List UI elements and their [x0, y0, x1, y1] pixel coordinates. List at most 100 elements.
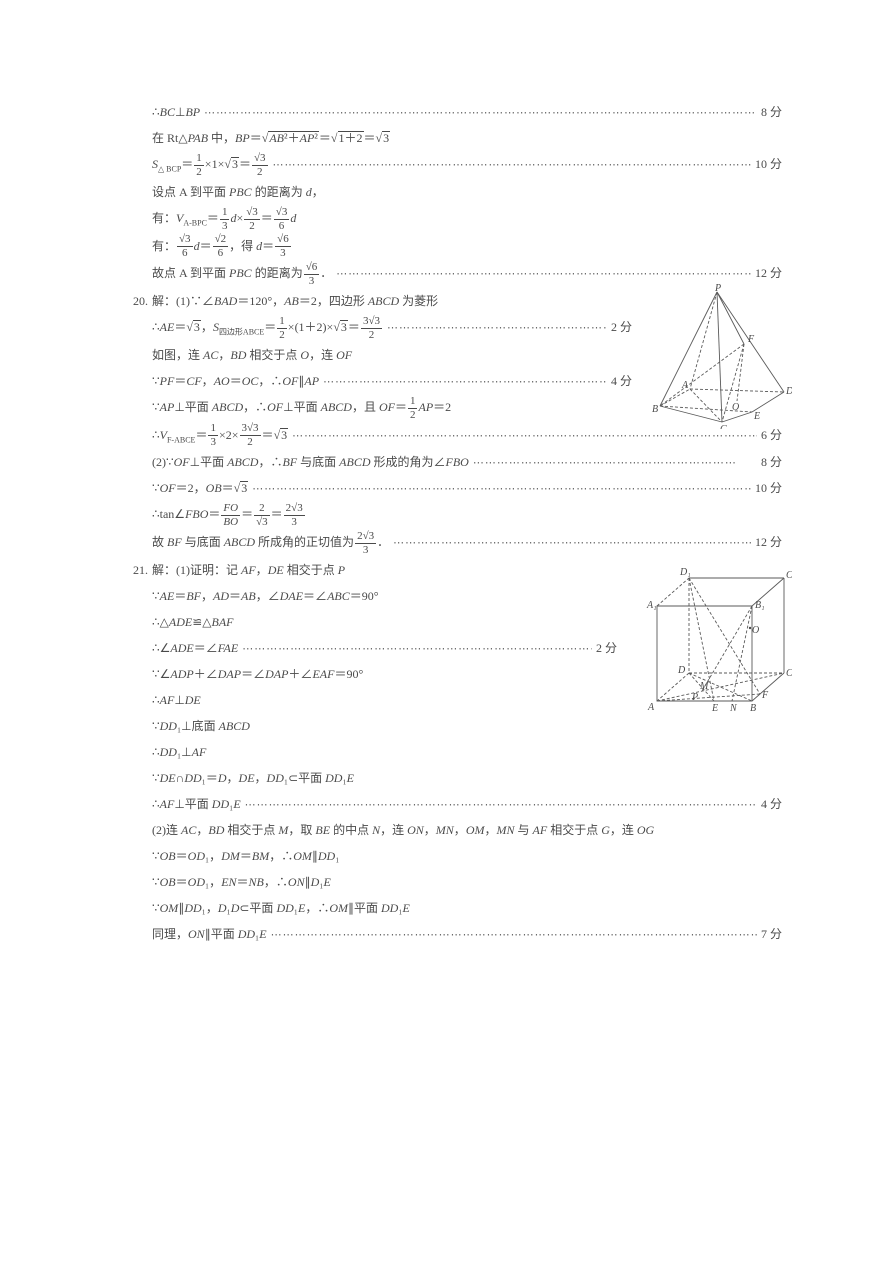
svg-text:M: M [699, 681, 709, 692]
text: 解：(1)∵∠BAD＝120°，AB＝2，四边形 ABCD 为菱形 [152, 289, 438, 313]
text: ∵OM∥DD₁，D₁D⊂平面 DD₁E，∴OM∥平面 DD₁E [152, 896, 410, 920]
math-line: ∵OF＝2，OB＝3 ⋯⋯⋯⋯⋯⋯⋯⋯⋯⋯⋯⋯⋯⋯⋯⋯⋯⋯⋯⋯⋯⋯⋯⋯⋯⋯⋯⋯⋯… [110, 476, 782, 500]
math-line: ∵OB＝OD₁，EN＝NB，∴ON∥D₁E [110, 870, 782, 894]
text: 设点 A 到平面 PBC 的距离为 d， [152, 180, 324, 204]
svg-text:E: E [711, 703, 718, 713]
text: ∴AF⊥平面 DD₁E [152, 792, 241, 816]
text: 故点 A 到平面 PBC 的距离为√63． [152, 261, 332, 287]
text: 如图，连 AC，BD 相交于点 O，连 OF [152, 343, 352, 367]
text: ∵AE＝BF，AD＝AB，∠DAE＝∠ABC＝90° [152, 584, 379, 608]
text: S△ BCP＝12×1×3＝√32 [152, 152, 269, 178]
leader-dots: ⋯⋯⋯⋯⋯⋯⋯⋯⋯⋯⋯⋯⋯⋯⋯⋯⋯⋯⋯⋯⋯⋯⋯⋯⋯⋯⋯⋯⋯⋯⋯⋯⋯⋯⋯⋯⋯⋯⋯⋯… [241, 794, 757, 816]
leader-dots: ⋯⋯⋯⋯⋯⋯⋯⋯⋯⋯⋯⋯⋯⋯⋯⋯⋯⋯⋯⋯⋯⋯⋯⋯⋯⋯⋯⋯⋯⋯⋯⋯⋯⋯⋯⋯⋯⋯⋯⋯… [200, 102, 757, 124]
leader-dots: ⋯⋯⋯⋯⋯⋯⋯⋯⋯⋯⋯⋯⋯⋯⋯⋯⋯⋯⋯⋯⋯⋯⋯⋯⋯⋯⋯⋯⋯⋯⋯⋯⋯⋯⋯⋯⋯⋯⋯⋯… [332, 263, 751, 285]
text: 解：(1)证明：记 AF，DE 相交于点 P [152, 558, 345, 582]
text: 同理，ON∥平面 DD₁E [152, 922, 267, 946]
text: ∴△ADE≌△BAF [152, 610, 234, 634]
score: 4 分 [757, 792, 782, 816]
leader-dots: ⋯⋯⋯⋯⋯⋯⋯⋯⋯⋯⋯⋯⋯⋯⋯⋯⋯⋯⋯⋯⋯⋯⋯⋯⋯⋯⋯⋯⋯⋯⋯⋯⋯⋯⋯⋯⋯⋯⋯⋯… [267, 924, 757, 946]
svg-text:F: F [761, 690, 769, 701]
score: 8 分 [757, 100, 782, 124]
svg-text:B₁: B₁ [755, 600, 765, 611]
text: ∴tan∠FBO＝FOBO＝2√3＝2√33 [152, 502, 306, 528]
leader-dots: ⋯⋯⋯⋯⋯⋯⋯⋯⋯⋯⋯⋯⋯⋯⋯⋯⋯⋯⋯⋯⋯⋯⋯⋯⋯⋯⋯⋯⋯⋯⋯⋯⋯⋯⋯⋯⋯⋯⋯⋯… [269, 154, 751, 176]
svg-text:A: A [681, 380, 689, 391]
math-line: ∴AF⊥平面 DD₁E ⋯⋯⋯⋯⋯⋯⋯⋯⋯⋯⋯⋯⋯⋯⋯⋯⋯⋯⋯⋯⋯⋯⋯⋯⋯⋯⋯⋯… [110, 792, 782, 816]
svg-text:D₁: D₁ [679, 567, 691, 578]
score: 10 分 [751, 476, 782, 500]
text: ∵DD₁⊥底面 ABCD [152, 714, 250, 738]
math-line: ∴BC⊥BP ⋯⋯⋯⋯⋯⋯⋯⋯⋯⋯⋯⋯⋯⋯⋯⋯⋯⋯⋯⋯⋯⋯⋯⋯⋯⋯⋯⋯⋯⋯⋯⋯⋯… [110, 100, 782, 124]
text: 在 Rt△PAB 中，BP＝AB²＋AP²＝1＋2＝3 [152, 126, 390, 150]
svg-text:D: D [785, 386, 792, 397]
score: 8 分 [757, 450, 782, 474]
text: ∵OB＝OD₁，DM＝BM，∴OM∥DD₁ [152, 844, 339, 868]
leader-dots: ⋯⋯⋯⋯⋯⋯⋯⋯⋯⋯⋯⋯⋯⋯⋯⋯⋯⋯⋯⋯⋯⋯⋯⋯⋯⋯⋯⋯⋯⋯⋯⋯⋯⋯⋯⋯⋯⋯⋯⋯… [248, 478, 751, 500]
svg-text:B: B [652, 404, 658, 415]
text: ∴VF-ABCE＝13×2×3√32＝3 [152, 423, 288, 449]
text: ∵OF＝2，OB＝3 [152, 476, 248, 500]
text: 有：VA-BPC＝13d×√32＝√36d [152, 206, 296, 232]
math-line: ∵OB＝OD₁，DM＝BM，∴OM∥DD₁ [110, 844, 782, 868]
score: 4 分 [607, 369, 632, 393]
math-line: ∴tan∠FBO＝FOBO＝2√3＝2√33 [110, 502, 782, 528]
svg-text:C: C [720, 424, 727, 429]
svg-text:A: A [647, 702, 655, 713]
text: ∵∠ADP＋∠DAP＝∠DAP＋∠EAF＝90° [152, 662, 363, 686]
math-line: 在 Rt△PAB 中，BP＝AB²＋AP²＝1＋2＝3 [110, 126, 782, 150]
diagram-cube: A₁ B₁ C₁ D₁ A B C D E F N M P O [642, 558, 792, 721]
score: 12 分 [751, 530, 782, 554]
text: ∴BC⊥BP [152, 100, 200, 124]
leader-dots: ⋯⋯⋯⋯⋯⋯⋯⋯⋯⋯⋯⋯⋯⋯⋯⋯⋯⋯⋯⋯⋯⋯⋯⋯⋯⋯⋯⋯⋯⋯⋯ [238, 638, 592, 660]
text: (2)连 AC，BD 相交于点 M，取 BE 的中点 N，连 ON，MN，OM，… [152, 818, 654, 842]
leader-dots: ⋯⋯⋯⋯⋯⋯⋯⋯⋯⋯⋯⋯⋯⋯⋯⋯⋯⋯⋯⋯⋯⋯⋯⋯⋯⋯⋯⋯⋯⋯⋯⋯⋯⋯⋯ [389, 532, 751, 554]
text: ∵AP⊥平面 ABCD，∴OF⊥平面 ABCD，且 OF＝12AP＝2 [152, 395, 451, 421]
leader-dots: ⋯⋯⋯⋯⋯⋯⋯⋯⋯⋯⋯⋯⋯⋯⋯⋯⋯⋯⋯⋯⋯⋯ [469, 452, 757, 474]
math-line: S△ BCP＝12×1×3＝√32 ⋯⋯⋯⋯⋯⋯⋯⋯⋯⋯⋯⋯⋯⋯⋯⋯⋯⋯⋯⋯⋯⋯… [110, 152, 782, 178]
math-line: (2)连 AC，BD 相交于点 M，取 BE 的中点 N，连 ON，MN，OM，… [110, 818, 782, 842]
text: ∴AF⊥DE [152, 688, 201, 712]
question-number: 21. [110, 558, 152, 582]
leader-dots: ⋯⋯⋯⋯⋯⋯⋯⋯⋯⋯⋯⋯⋯⋯⋯⋯⋯⋯⋯⋯ [383, 317, 607, 339]
score: 7 分 [757, 922, 782, 946]
text: 有：√36d＝√26，得 d＝√63 [152, 234, 292, 260]
svg-text:E: E [753, 411, 760, 422]
question-number: 20. [110, 289, 152, 313]
text: 故 BF 与底面 ABCD 所成角的正切值为2√33． [152, 530, 389, 556]
svg-text:C₁: C₁ [786, 570, 792, 581]
svg-text:P: P [691, 692, 698, 703]
diagram-pyramid: P F A B C D E O [652, 284, 792, 437]
math-line: ∵DE∩DD₁＝D，DE，DD₁⊂平面 DD₁E [110, 766, 782, 790]
text: ∵PF＝CF，AO＝OC，∴OF∥AP [152, 369, 319, 393]
svg-text:D: D [677, 665, 686, 676]
text: ∴∠ADE＝∠FAE [152, 636, 238, 660]
problem-21-block: A₁ B₁ C₁ D₁ A B C D E F N M P O [110, 558, 782, 738]
svg-text:O: O [752, 625, 759, 636]
svg-text:A₁: A₁ [646, 600, 657, 611]
math-line: 设点 A 到平面 PBC 的距离为 d， [110, 180, 782, 204]
svg-text:P: P [714, 284, 721, 294]
svg-text:O: O [732, 402, 739, 413]
text: ∵DE∩DD₁＝D，DE，DD₁⊂平面 DD₁E [152, 766, 354, 790]
score: 2 分 [592, 636, 617, 660]
svg-text:C: C [786, 668, 792, 679]
math-line: 故 BF 与底面 ABCD 所成角的正切值为2√33． ⋯⋯⋯⋯⋯⋯⋯⋯⋯⋯⋯⋯… [110, 530, 782, 556]
leader-dots: ⋯⋯⋯⋯⋯⋯⋯⋯⋯⋯⋯⋯⋯⋯⋯⋯⋯⋯⋯⋯⋯⋯⋯⋯⋯⋯⋯⋯⋯ [319, 371, 607, 393]
page-content: ∴BC⊥BP ⋯⋯⋯⋯⋯⋯⋯⋯⋯⋯⋯⋯⋯⋯⋯⋯⋯⋯⋯⋯⋯⋯⋯⋯⋯⋯⋯⋯⋯⋯⋯⋯⋯… [0, 0, 892, 988]
text: ∴AE＝3，S四边形ABCE＝12×(1＋2)×3＝3√32 [152, 315, 383, 341]
score: 12 分 [751, 261, 782, 285]
score: 10 分 [751, 152, 782, 176]
math-line: ∴DD₁⊥AF [110, 740, 782, 764]
math-line: 同理，ON∥平面 DD₁E ⋯⋯⋯⋯⋯⋯⋯⋯⋯⋯⋯⋯⋯⋯⋯⋯⋯⋯⋯⋯⋯⋯⋯⋯⋯⋯… [110, 922, 782, 946]
score: 2 分 [607, 315, 632, 339]
problem-20-block: P F A B C D E O 20. 解：(1)∵∠BAD＝120°，AB＝2… [110, 289, 782, 421]
text: ∵OB＝OD₁，EN＝NB，∴ON∥D₁E [152, 870, 331, 894]
svg-text:F: F [747, 334, 755, 345]
math-line: ∵OM∥DD₁，D₁D⊂平面 DD₁E，∴OM∥平面 DD₁E [110, 896, 782, 920]
math-line: 有：VA-BPC＝13d×√32＝√36d [110, 206, 782, 232]
text: (2)∵OF⊥平面 ABCD，∴BF 与底面 ABCD 形成的角为∠FBO [152, 450, 469, 474]
svg-text:B: B [750, 703, 756, 713]
math-line: 有：√36d＝√26，得 d＝√63 [110, 234, 782, 260]
math-line: (2)∵OF⊥平面 ABCD，∴BF 与底面 ABCD 形成的角为∠FBO ⋯⋯… [110, 450, 782, 474]
text: ∴DD₁⊥AF [152, 740, 206, 764]
